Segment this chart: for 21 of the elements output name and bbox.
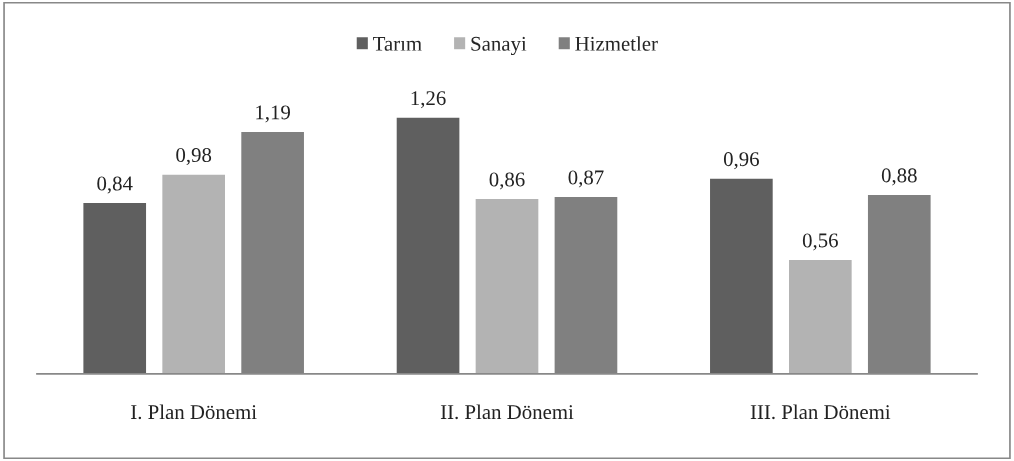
bar xyxy=(788,260,852,374)
legend-label: Tarım xyxy=(373,36,422,51)
bar xyxy=(162,174,226,374)
data-label: 1,19 xyxy=(256,105,291,123)
x-tick-label: I. Plan Dönemi xyxy=(131,404,257,420)
x-tick-label: III. Plan Dönemi xyxy=(750,404,891,420)
data-label: 0,84 xyxy=(97,176,133,194)
bar xyxy=(83,203,147,374)
data-label: 1,26 xyxy=(411,91,446,109)
data-label: 0,56 xyxy=(802,233,838,251)
data-label: 0,87 xyxy=(568,170,604,188)
bar xyxy=(710,178,773,374)
legend-label: Hizmetler xyxy=(575,36,658,51)
x-tick-label: II. Plan Dönemi xyxy=(440,404,574,420)
bar xyxy=(475,199,539,374)
legend-label: Sanayi xyxy=(471,36,527,56)
data-label: 0,98 xyxy=(176,148,212,166)
data-label: 0,88 xyxy=(881,168,917,186)
data-label: 0,96 xyxy=(723,152,759,170)
data-label: 0,86 xyxy=(489,172,525,190)
bar xyxy=(396,117,460,374)
